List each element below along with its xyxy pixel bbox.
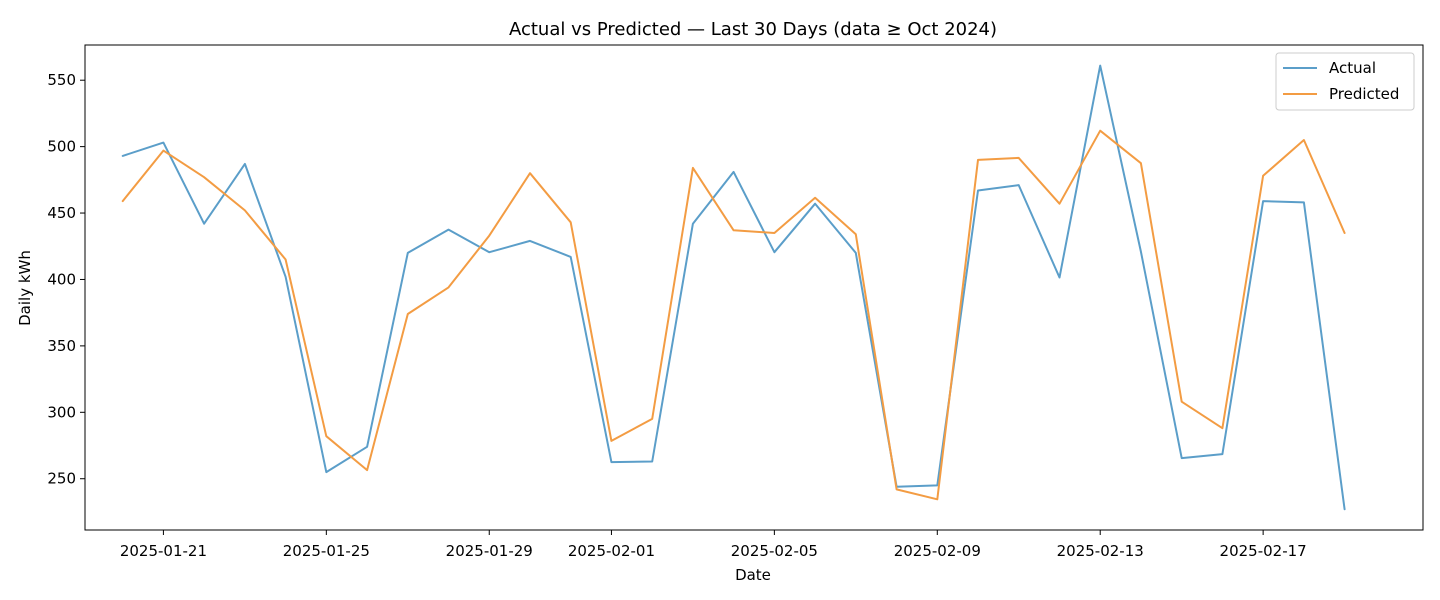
axes-frame [84, 44, 1424, 531]
series-line-actual [121, 64, 1346, 511]
y-tick-label: 450 [47, 204, 76, 222]
x-tick-label: 2025-02-17 [1220, 542, 1307, 560]
x-tick-label: 2025-02-05 [731, 542, 818, 560]
y-tick-label: 350 [47, 337, 76, 355]
y-tick-label: 500 [47, 138, 76, 156]
y-axis-label: Daily kWh [16, 250, 34, 326]
legend: Actual Predicted [1275, 52, 1415, 111]
x-tick-label: 2025-01-21 [120, 542, 207, 560]
y-tick-label: 300 [47, 403, 76, 421]
x-tick-label: 2025-02-13 [1057, 542, 1144, 560]
plot-area: 250 300 350 400 450 500 550 2025-01-21 2025-01-2… [47, 44, 1424, 560]
x-axis-label: Date [735, 566, 771, 584]
legend-label-predicted: Predicted [1329, 85, 1399, 103]
y-tick-label: 250 [47, 470, 76, 488]
series-line-predicted [121, 129, 1346, 501]
chart-title: Actual vs Predicted — Last 30 Days (data… [509, 19, 997, 40]
x-tick-label: 2025-01-25 [283, 542, 370, 560]
x-tick-label: 2025-02-01 [568, 542, 655, 560]
y-tick-label: 550 [47, 71, 76, 89]
x-tick-label: 2025-02-09 [894, 542, 981, 560]
legend-label-actual: Actual [1329, 59, 1376, 77]
x-tick-label: 2025-01-29 [446, 542, 533, 560]
y-tick-label: 400 [47, 270, 76, 288]
